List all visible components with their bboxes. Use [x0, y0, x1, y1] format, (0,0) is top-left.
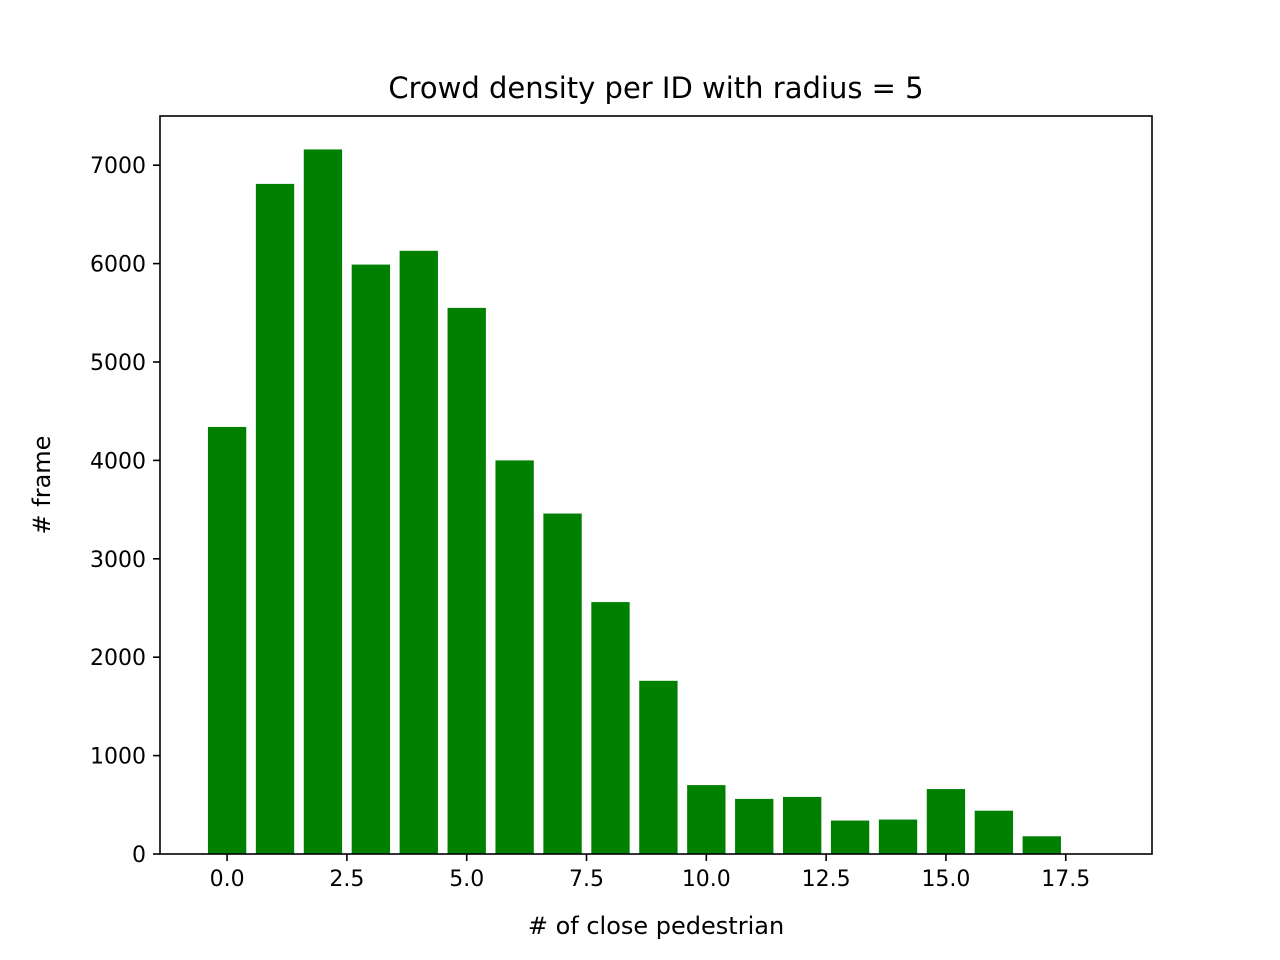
bars-group	[207, 149, 1061, 855]
y-tick-label: 2000	[90, 646, 146, 671]
x-tick-label: 15.0	[921, 867, 970, 892]
y-tick-label: 1000	[90, 745, 146, 770]
bar-8	[591, 602, 630, 854]
plot-area-frame	[159, 115, 1153, 855]
bar-13	[830, 820, 870, 854]
bar-10	[687, 785, 726, 854]
bar-12	[782, 796, 822, 854]
x-tick-label: 10.0	[682, 867, 731, 892]
x-axis-label: # of close pedestrian	[528, 912, 784, 940]
bar-3	[351, 264, 391, 855]
bar-17	[1022, 836, 1061, 854]
bar-1	[255, 183, 295, 854]
bar-4	[399, 250, 438, 855]
y-tick-label: 3000	[90, 548, 146, 573]
bar-16	[974, 810, 1014, 854]
bar-7	[543, 513, 582, 854]
y-tick-label: 6000	[90, 253, 146, 278]
x-tick-label: 12.5	[802, 867, 851, 892]
y-tick-label: 0	[132, 843, 146, 868]
x-axis: 0.0 2.5 5.0 7.5 10.0 12.5 15.0 17.5	[210, 854, 1090, 892]
bar-11	[735, 798, 774, 854]
bar-15	[926, 789, 966, 854]
x-tick-label: 7.5	[569, 867, 604, 892]
y-tick-label: 7000	[90, 154, 146, 179]
x-tick-label: 0.0	[210, 867, 245, 892]
x-tick-label: 17.5	[1041, 867, 1090, 892]
y-tick-label: 5000	[90, 351, 146, 376]
bar-2	[303, 149, 343, 854]
bar-5	[447, 307, 486, 854]
y-tick-label: 4000	[90, 449, 146, 474]
y-axis-label: # frame	[28, 436, 56, 535]
chart-title: Crowd density per ID with radius = 5	[388, 71, 923, 105]
bar-14	[878, 819, 918, 854]
bar-9	[639, 680, 678, 854]
bar-0	[207, 426, 247, 854]
x-tick-label: 2.5	[329, 867, 364, 892]
bar-6	[495, 460, 534, 854]
x-tick-label: 5.0	[449, 867, 484, 892]
y-axis: 0 1000 2000 3000 4000 5000 6000 7000	[90, 154, 160, 868]
